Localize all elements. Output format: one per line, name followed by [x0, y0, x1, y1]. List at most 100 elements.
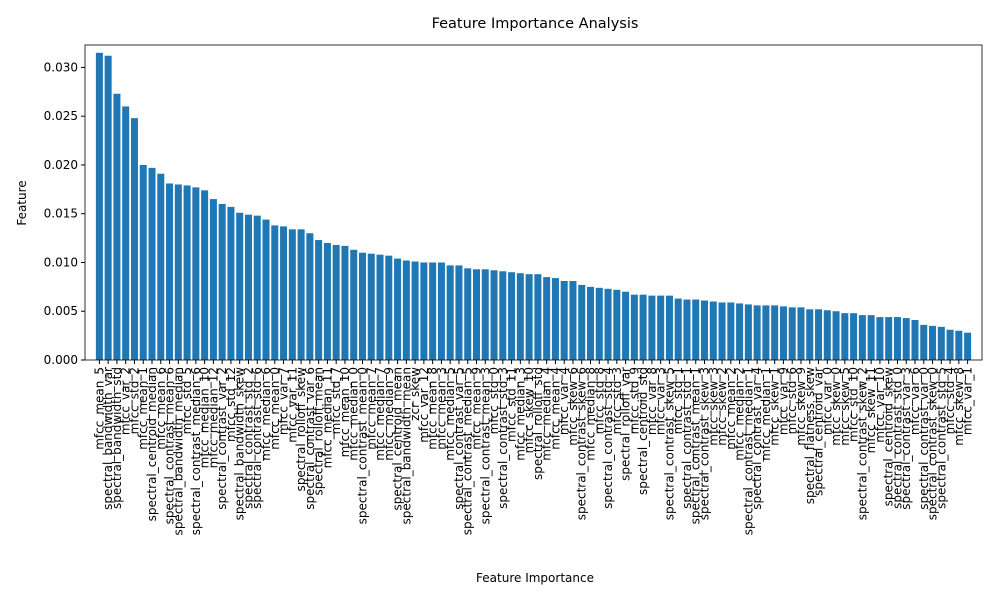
x-tick-label: spectral_flatness_skew	[803, 367, 817, 504]
y-axis-label: Feature	[15, 180, 29, 225]
x-tick-label: mfcc_mean_4	[548, 367, 562, 450]
bar	[157, 173, 165, 360]
y-tick-label: 0.030	[44, 60, 78, 74]
bar	[595, 287, 603, 360]
x-tick-label: spectral_contrast_std_5	[934, 367, 948, 509]
x-tick-label: mfcc_median_12	[206, 367, 220, 468]
bar	[201, 190, 209, 360]
bar	[586, 286, 595, 360]
x-tick-label: spectral_rolloff_std	[531, 367, 545, 480]
bar	[122, 106, 130, 360]
x-tick-label: spectral_contrast_mean_3	[478, 367, 492, 524]
x-tick-label: mfcc_skew_8	[952, 367, 966, 446]
x-tick-label: mfcc_std_4	[943, 367, 957, 434]
plot-frame	[84, 44, 983, 361]
bar	[508, 272, 516, 360]
bar	[648, 295, 656, 360]
x-tick-label: mfcc_std_3	[610, 367, 624, 434]
x-tick-label: spectral_contrast_skew_0	[926, 367, 940, 520]
x-tick-label: mfcc_std_7	[329, 367, 343, 434]
x-tick-label: mfcc_mean_2	[724, 367, 738, 450]
x-tick-label: spectral_centroid_var	[812, 367, 826, 496]
bar	[911, 320, 919, 360]
bar	[174, 184, 182, 360]
bar	[385, 255, 393, 360]
y-tick-label: 0.005	[44, 304, 78, 318]
x-tick-label: mfcc_std_12	[224, 367, 238, 442]
x-tick-label: mfcc_std_9	[627, 367, 641, 434]
bar	[367, 253, 375, 360]
x-tick-label: mfcc_var_2	[119, 367, 133, 435]
x-tick-label: spectral_contrast_skew_3	[698, 367, 712, 520]
bar	[253, 215, 261, 360]
y-tick-label: 0.015	[44, 207, 78, 221]
x-tick-label: mfcc_var_3	[654, 367, 668, 435]
x-tick-label: mfcc_mean_7	[364, 367, 378, 450]
bar	[218, 203, 226, 360]
y-tick-label: 0.020	[44, 158, 78, 172]
x-tick-label: mfcc_skew_5	[838, 367, 852, 446]
bar	[551, 278, 559, 360]
bar	[446, 265, 454, 360]
bar	[402, 260, 410, 360]
x-tick-label: mfcc_median_1	[759, 367, 773, 461]
bar	[139, 164, 147, 360]
x-tick-label: spectral_contrast_skew_6	[575, 367, 589, 520]
bar	[341, 245, 349, 360]
bar	[262, 219, 270, 360]
bar	[885, 317, 893, 360]
bar	[323, 242, 331, 360]
bar	[674, 298, 682, 360]
bar	[315, 240, 323, 360]
bar	[236, 212, 244, 360]
bar	[297, 229, 305, 360]
bar	[569, 281, 577, 360]
y-tick-label: 0.010	[44, 255, 78, 269]
bar	[841, 313, 849, 360]
x-tick-label: spectral_rolloff_mean	[312, 367, 326, 496]
bar	[867, 315, 875, 360]
x-tick-label: mfcc_skew_9	[794, 367, 808, 446]
bar	[306, 233, 314, 360]
x-tick-label: spectral_bandwidth_skew	[233, 367, 247, 521]
bar	[464, 268, 472, 360]
bar	[622, 291, 630, 360]
x-tick-label: mfcc_mean_10	[338, 367, 352, 457]
x-tick-label: mfcc_mean_5	[92, 367, 106, 450]
bar	[166, 183, 174, 360]
x-tick-label: spectral_contrast_var_0	[917, 367, 931, 510]
x-tick-label: mfcc_mean_6	[154, 367, 168, 450]
x-tick-label: mfcc_median_6	[259, 367, 273, 461]
bar	[472, 269, 481, 360]
bar	[823, 310, 831, 360]
x-tick-label: spectral_contrast_var_2	[215, 367, 229, 510]
x-tick-label: mfcc_skew_11	[864, 367, 878, 453]
x-tick-label: spectral_bandwidth_var	[101, 367, 115, 510]
x-tick-label: spectral_bandwidth_mean	[399, 367, 413, 524]
x-tick-label: spectral_contrast_std_0	[890, 367, 904, 509]
bar	[192, 187, 200, 360]
x-tick-label: spectral_contrast_var_3	[899, 367, 913, 510]
x-tick-label: spectral_contrast_std_2	[241, 367, 255, 509]
x-tick-label: spectral_centroid_std	[636, 367, 650, 495]
bar	[815, 309, 823, 360]
bar	[578, 284, 586, 360]
x-tick-label: mfcc_skew_6	[566, 367, 580, 446]
bar	[744, 304, 752, 360]
y-tick-label: 0.025	[44, 109, 78, 123]
bar	[920, 324, 928, 360]
bar	[683, 299, 691, 360]
x-tick-label: mfcc_skew_3	[706, 367, 720, 446]
x-tick-label: mfcc_median_3	[513, 367, 527, 461]
bar	[113, 93, 121, 361]
x-tick-label: mfcc_median_4	[540, 367, 554, 461]
x-tick-label: mfcc_mean_9	[469, 367, 483, 450]
bar	[499, 271, 507, 360]
x-tick-label: mfcc_var_7	[277, 367, 291, 435]
bar	[639, 294, 647, 360]
bar	[271, 225, 279, 360]
bar	[806, 309, 814, 360]
bar	[183, 185, 191, 360]
bar	[657, 295, 665, 360]
bar	[946, 329, 954, 360]
